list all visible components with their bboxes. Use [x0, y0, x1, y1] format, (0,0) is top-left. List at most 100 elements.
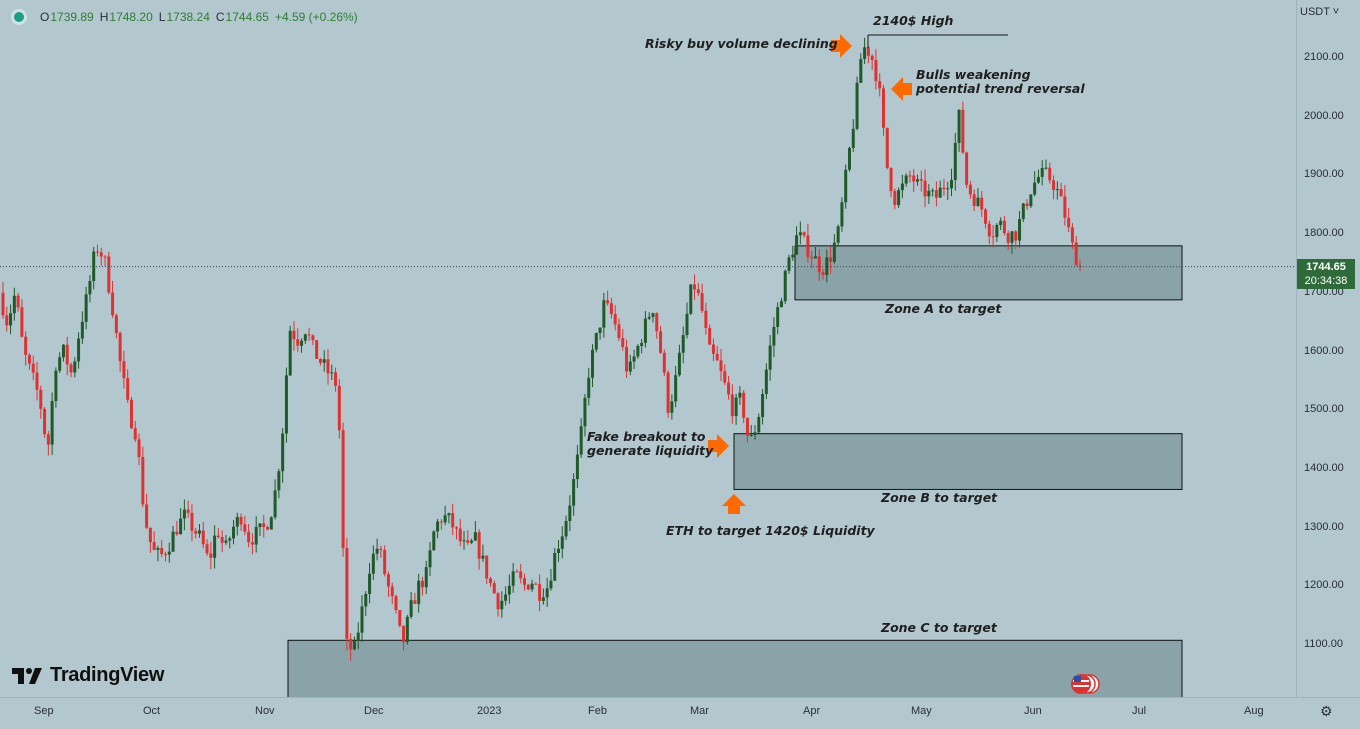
candle-body: [504, 594, 508, 601]
candle: [598, 327, 602, 340]
candle: [946, 181, 950, 201]
candle-body: [148, 527, 152, 543]
candle: [560, 526, 564, 559]
candle-body: [829, 257, 833, 262]
candle: [16, 292, 20, 312]
candle: [205, 539, 209, 556]
candle: [334, 367, 338, 392]
candle-body: [987, 223, 991, 237]
candle-body: [409, 600, 413, 617]
candle: [167, 542, 171, 563]
risky-buy-annotation: Risky buy volume declining: [645, 36, 838, 51]
candle: [798, 221, 802, 245]
candle: [779, 297, 783, 308]
candle: [538, 574, 542, 612]
price-tick-label: 1100.00: [1304, 638, 1343, 650]
candle: [488, 576, 492, 587]
candle: [148, 527, 152, 553]
candle-body: [757, 416, 761, 433]
candle-body: [118, 332, 122, 362]
candle-body: [337, 385, 341, 431]
candle: [281, 428, 285, 483]
candle: [61, 344, 65, 362]
candle: [881, 85, 885, 136]
candle: [292, 321, 296, 351]
candle-body: [163, 554, 167, 556]
candle-body: [662, 352, 666, 373]
candle: [636, 344, 640, 359]
candle: [409, 592, 413, 619]
candle: [254, 516, 258, 553]
candle-body: [239, 516, 243, 525]
high-value: 1748.20: [109, 10, 153, 24]
candle-body: [825, 257, 829, 275]
candle: [511, 562, 515, 593]
candle-body: [564, 520, 568, 537]
chart-plot-area[interactable]: O 1739.89 H 1748.20 L 1738.24 C 1744.65 +4.5…: [0, 0, 1296, 697]
candle-body: [402, 625, 406, 643]
time-axis[interactable]: [0, 697, 1360, 729]
candle: [832, 234, 836, 264]
candle: [9, 304, 13, 335]
candle-body: [220, 536, 224, 543]
candle-body: [734, 397, 738, 417]
candle-body: [878, 81, 882, 89]
tradingview-logo[interactable]: TradingView: [12, 664, 164, 687]
candle-body: [266, 527, 270, 530]
target-zone-3[interactable]: [287, 639, 1183, 697]
candle-body: [708, 327, 712, 345]
candle: [583, 394, 587, 437]
us-flag-event-icon[interactable]: [1070, 673, 1100, 695]
target-zone-1[interactable]: [794, 245, 1183, 301]
candle: [262, 514, 266, 538]
price-axis[interactable]: [1296, 0, 1360, 697]
candle-body: [700, 293, 704, 311]
bulls-annotation-line2: potential trend reversal: [916, 81, 1085, 96]
target-zone-2[interactable]: [733, 433, 1183, 490]
candle: [24, 331, 28, 366]
candle: [534, 582, 538, 585]
candle: [870, 54, 874, 70]
candle: [708, 324, 712, 345]
candle: [621, 328, 625, 351]
candle-body: [798, 232, 802, 236]
time-tick-label: Sep: [34, 705, 54, 717]
candle: [266, 525, 270, 531]
candle-body: [24, 336, 28, 355]
candle-body: [485, 555, 489, 579]
candle-body: [621, 338, 625, 348]
fake-breakout-annotation-line2: generate liquidity: [587, 443, 714, 458]
candle-body: [681, 335, 685, 353]
candle: [662, 349, 666, 377]
candle-body: [235, 516, 239, 527]
currency-selector[interactable]: USDT ˅: [1300, 6, 1340, 18]
candle-body: [1052, 180, 1056, 191]
eth-target-annotation: ETH to target 1420$ Liquidity: [666, 523, 875, 538]
candle: [500, 591, 504, 618]
settings-gear-icon[interactable]: ⚙: [1320, 703, 1333, 719]
candle: [957, 109, 961, 152]
candle: [470, 538, 474, 545]
candle-body: [58, 357, 62, 371]
candle-body: [1040, 168, 1044, 177]
candle-body: [1067, 217, 1071, 228]
candle: [659, 325, 663, 355]
candle: [742, 389, 746, 424]
candle-body: [859, 58, 863, 83]
candle: [277, 468, 281, 499]
candle-body: [881, 88, 885, 128]
candle: [73, 357, 77, 378]
candle-body: [704, 310, 708, 328]
candle-body: [496, 593, 500, 610]
candle: [152, 531, 156, 551]
candle: [1040, 160, 1044, 186]
candle-body: [783, 270, 787, 302]
candle: [587, 367, 591, 406]
candle-body: [296, 339, 300, 346]
candle: [99, 247, 103, 266]
candle-body: [1021, 203, 1025, 220]
time-tick-label: Aug: [1244, 705, 1264, 717]
candle: [674, 365, 678, 408]
candle: [443, 505, 447, 526]
candle-body: [12, 295, 16, 314]
